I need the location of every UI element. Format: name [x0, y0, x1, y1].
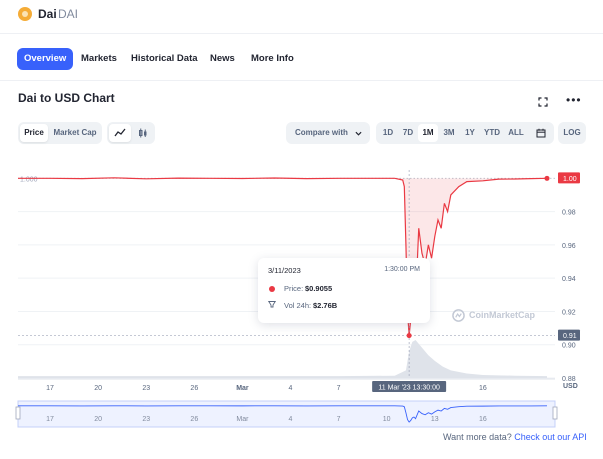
- range-7d[interactable]: 7D: [402, 128, 414, 137]
- nav-divider: [0, 80, 603, 81]
- line-chart-icon: [114, 128, 126, 137]
- volume-icon: [268, 301, 276, 308]
- navigator-tick-label: 13: [431, 416, 439, 423]
- current-price-label: 1.00: [563, 176, 577, 183]
- chart-style-toggle: [107, 122, 155, 144]
- chevron-down-icon: [355, 131, 362, 136]
- watermark-text: CoinMarketCap: [469, 310, 536, 320]
- x-tick-label: 23: [142, 385, 150, 392]
- candlestick-button[interactable]: [133, 124, 153, 142]
- calendar-icon: [536, 128, 546, 138]
- range-all[interactable]: ALL: [508, 128, 524, 137]
- coin-name: Dai: [38, 7, 57, 21]
- navigator-tick-label: 10: [383, 416, 391, 423]
- navigator-tick-label: 4: [289, 416, 293, 423]
- navigator-line: [18, 405, 547, 423]
- navigator-tick-label: 23: [142, 416, 150, 423]
- x-tick-label: 26: [190, 385, 198, 392]
- price-toggle[interactable]: Price: [20, 124, 48, 142]
- api-promo: Want more data? Check out our API: [443, 432, 587, 442]
- tab-overview[interactable]: Overview: [17, 48, 74, 70]
- compare-with-dropdown[interactable]: Compare with: [286, 122, 370, 144]
- current-price-point: [544, 175, 550, 181]
- navigator-tick-label: 26: [190, 416, 198, 423]
- chart-title: Dai to USD Chart: [18, 91, 115, 105]
- y-tick-label: 0.94: [562, 276, 576, 283]
- coinmarketcap-watermark: CoinMarketCap: [452, 309, 572, 323]
- line-chart-button[interactable]: [109, 124, 131, 142]
- tab-historical-data[interactable]: Historical Data: [131, 53, 198, 64]
- crosshair-price-label: 0.91: [563, 333, 577, 340]
- navigator-tick-label: 17: [46, 416, 54, 423]
- x-tick-label: 4: [289, 385, 293, 392]
- price-series-dot: [269, 286, 275, 292]
- range-3m[interactable]: 3M: [443, 128, 455, 137]
- chart-type-toggle: Price Market Cap: [18, 122, 102, 144]
- time-range-selector: 1D 7D 1M 3M 1Y YTD ALL: [376, 122, 554, 144]
- hover-point: [406, 333, 412, 339]
- tooltip-volume-value: $2.76B: [313, 301, 338, 310]
- tab-news[interactable]: News: [210, 53, 235, 64]
- navigator-handle-left: [15, 406, 21, 420]
- x-tick-label: 20: [94, 385, 102, 392]
- compare-with-label: Compare with: [295, 128, 348, 137]
- more-options-icon[interactable]: •••: [566, 93, 582, 107]
- coin-header: Dai DAI: [0, 0, 603, 34]
- candlestick-icon: [139, 128, 147, 138]
- y-tick-label: 0.88: [562, 376, 576, 383]
- tooltip-time: 1:30:00 PM: [384, 266, 420, 273]
- coin-symbol: DAI: [58, 7, 79, 21]
- price-area-fill: [18, 177, 547, 336]
- api-link[interactable]: Check out our API: [514, 432, 587, 442]
- tooltip-date: 3/11/2023: [268, 266, 301, 275]
- range-1m[interactable]: 1M: [418, 124, 438, 142]
- tab-more-info[interactable]: More Info: [251, 53, 294, 64]
- y-tick-label: 0.92: [562, 309, 576, 316]
- tab-markets[interactable]: Markets: [81, 53, 117, 64]
- crosshair-date-badge: [372, 381, 447, 392]
- fullscreen-icon[interactable]: [538, 97, 548, 107]
- navigator-tick-label: Mar: [236, 416, 249, 423]
- navigator-tick-label: 20: [94, 416, 102, 423]
- current-price-badge: [558, 172, 580, 184]
- price-tooltip: 3/11/2023 1:30:00 PM Price: $0.9055 Vol …: [258, 258, 430, 323]
- log-scale-button[interactable]: LOG: [563, 128, 581, 137]
- page-nav: Overview Markets Historical Data News Mo…: [0, 48, 603, 76]
- y-tick-label: 0.90: [562, 343, 576, 350]
- dai-logo-icon: [18, 7, 32, 21]
- navigator-tick-label: 16: [479, 416, 487, 423]
- navigator-handle-right: [552, 406, 558, 420]
- range-1d[interactable]: 1D: [382, 128, 394, 137]
- x-tick-label: Mar: [236, 385, 249, 392]
- y-tick-label: 0.98: [562, 210, 576, 217]
- x-tick-label: 7: [337, 385, 341, 392]
- tooltip-price-label: Price:: [284, 284, 304, 293]
- api-promo-text: Want more data?: [443, 432, 512, 442]
- x-tick-label: 16: [479, 385, 487, 392]
- tooltip-price-value: $0.9055: [305, 284, 333, 293]
- market-cap-toggle[interactable]: Market Cap: [53, 128, 97, 137]
- crosshair-date-label: 11 Mar '23 13:30:00: [378, 385, 440, 392]
- x-tick-label: 17: [46, 385, 54, 392]
- crosshair-price-badge: [558, 329, 580, 341]
- navigator-tick-label: 7: [337, 416, 341, 423]
- y-axis-unit: USD: [563, 383, 578, 390]
- log-toggle-group: LOG: [558, 122, 586, 144]
- calendar-button[interactable]: [530, 124, 552, 142]
- navigator-window: [17, 400, 556, 428]
- tooltip-volume-label: Vol 24h:: [284, 301, 312, 310]
- range-1y[interactable]: 1Y: [465, 128, 475, 137]
- volume-area: [18, 340, 547, 378]
- range-ytd[interactable]: YTD: [484, 128, 500, 137]
- reference-line-label: 1.000: [20, 176, 38, 183]
- y-tick-label: 0.96: [562, 243, 576, 250]
- coinmarketcap-logo-icon: [452, 309, 465, 322]
